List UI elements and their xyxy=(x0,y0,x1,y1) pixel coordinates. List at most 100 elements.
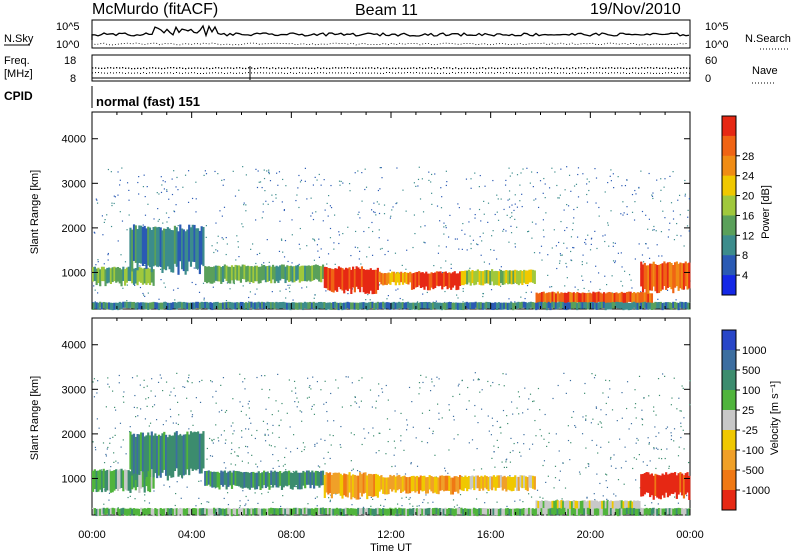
nave-point xyxy=(251,72,252,74)
echo-cell xyxy=(586,507,589,515)
nave-point xyxy=(401,72,402,74)
freq-point xyxy=(416,67,418,70)
scatter-point xyxy=(149,422,152,424)
scatter-point xyxy=(316,244,319,246)
scatter-point xyxy=(437,403,439,405)
echo-cell xyxy=(478,508,481,515)
echo-cell xyxy=(332,269,335,293)
echo-cell xyxy=(542,508,545,515)
echo-cell xyxy=(346,268,349,292)
freq-point xyxy=(425,67,427,70)
echo-cell xyxy=(218,507,221,515)
scatter-point xyxy=(278,171,281,173)
scatter-point xyxy=(488,263,491,265)
scatter-point xyxy=(379,432,381,434)
echo-cell xyxy=(118,301,121,309)
echo-cell xyxy=(200,508,203,515)
echo-cell xyxy=(414,302,417,310)
echo-cell xyxy=(562,292,565,305)
scatter-point xyxy=(483,213,485,215)
nave-point xyxy=(113,72,114,74)
echo-cell xyxy=(336,472,339,494)
scatter-point xyxy=(177,287,179,289)
echo-cell xyxy=(197,228,200,269)
echo-cell xyxy=(503,302,506,310)
echo-cell xyxy=(579,507,582,514)
echo-cell xyxy=(586,292,590,305)
echo-cell xyxy=(480,271,483,286)
echo-cell xyxy=(663,261,666,287)
scatter-point xyxy=(651,502,653,504)
echo-cell xyxy=(293,266,296,283)
scatter-point xyxy=(244,504,246,507)
freq-point xyxy=(227,67,229,69)
scatter-point xyxy=(311,405,313,408)
echo-cell xyxy=(273,302,276,310)
scatter-point xyxy=(414,232,416,235)
scatter-point xyxy=(673,440,675,442)
scatter-point xyxy=(209,455,212,457)
echo-cell xyxy=(389,273,392,285)
echo-cell xyxy=(275,301,278,309)
echo-cell xyxy=(679,472,682,493)
echo-cell xyxy=(280,302,283,309)
echo-cell xyxy=(180,302,184,309)
scatter-point xyxy=(265,200,267,202)
echo-cell xyxy=(645,265,648,295)
scatter-point xyxy=(419,387,421,389)
scatter-point xyxy=(395,202,397,205)
scatter-point xyxy=(532,400,534,403)
scatter-point xyxy=(97,261,99,263)
scatter-point xyxy=(170,416,172,418)
scatter-point xyxy=(573,247,575,249)
echo-cell xyxy=(248,266,251,283)
echo-cell xyxy=(102,266,105,282)
scatter-point xyxy=(147,397,150,399)
echo-cell xyxy=(129,431,132,470)
echo-cell xyxy=(668,508,671,515)
echo-cell xyxy=(433,301,436,309)
echo-cell xyxy=(462,302,465,311)
freq-point xyxy=(464,67,466,69)
scatter-point xyxy=(588,181,590,183)
x-axis-label: Time UT xyxy=(370,542,412,554)
echo-cell xyxy=(150,267,153,283)
echo-cell xyxy=(305,507,308,514)
scatter-point xyxy=(581,263,583,266)
nave-point xyxy=(500,72,501,74)
scatter-point xyxy=(368,246,370,248)
echo-cell xyxy=(182,229,185,272)
echo-cell xyxy=(143,508,146,515)
y-tick-label: 4000 xyxy=(62,134,86,146)
scatter-point xyxy=(143,294,145,296)
echo-cell xyxy=(330,474,333,499)
scatter-point xyxy=(360,400,362,402)
echo-cell xyxy=(375,473,378,497)
echo-cell xyxy=(440,302,444,311)
echo-cell xyxy=(576,500,579,510)
echo-cell xyxy=(442,475,446,492)
echo-cell xyxy=(355,475,358,500)
echo-cell xyxy=(378,302,381,310)
echo-cell xyxy=(156,302,159,310)
scatter-point xyxy=(688,461,690,464)
scatter-point xyxy=(119,179,121,181)
nave-point xyxy=(620,72,621,74)
colorbar-segment xyxy=(722,390,736,411)
scatter-point xyxy=(653,447,655,449)
echo-cell xyxy=(239,266,243,283)
scatter-point xyxy=(389,217,391,219)
scatter-point xyxy=(527,408,529,410)
echo-cell xyxy=(104,302,107,310)
echo-cell xyxy=(321,264,325,279)
scatter-point xyxy=(330,444,332,446)
scatter-point xyxy=(396,473,398,475)
scatter-point xyxy=(202,282,205,284)
echo-cell xyxy=(243,508,246,516)
scatter-point xyxy=(134,498,136,500)
echo-cell xyxy=(507,476,510,490)
scatter-point xyxy=(586,262,588,264)
echo-cell xyxy=(403,302,406,310)
nave-point xyxy=(542,72,543,74)
echo-cell xyxy=(625,507,629,515)
